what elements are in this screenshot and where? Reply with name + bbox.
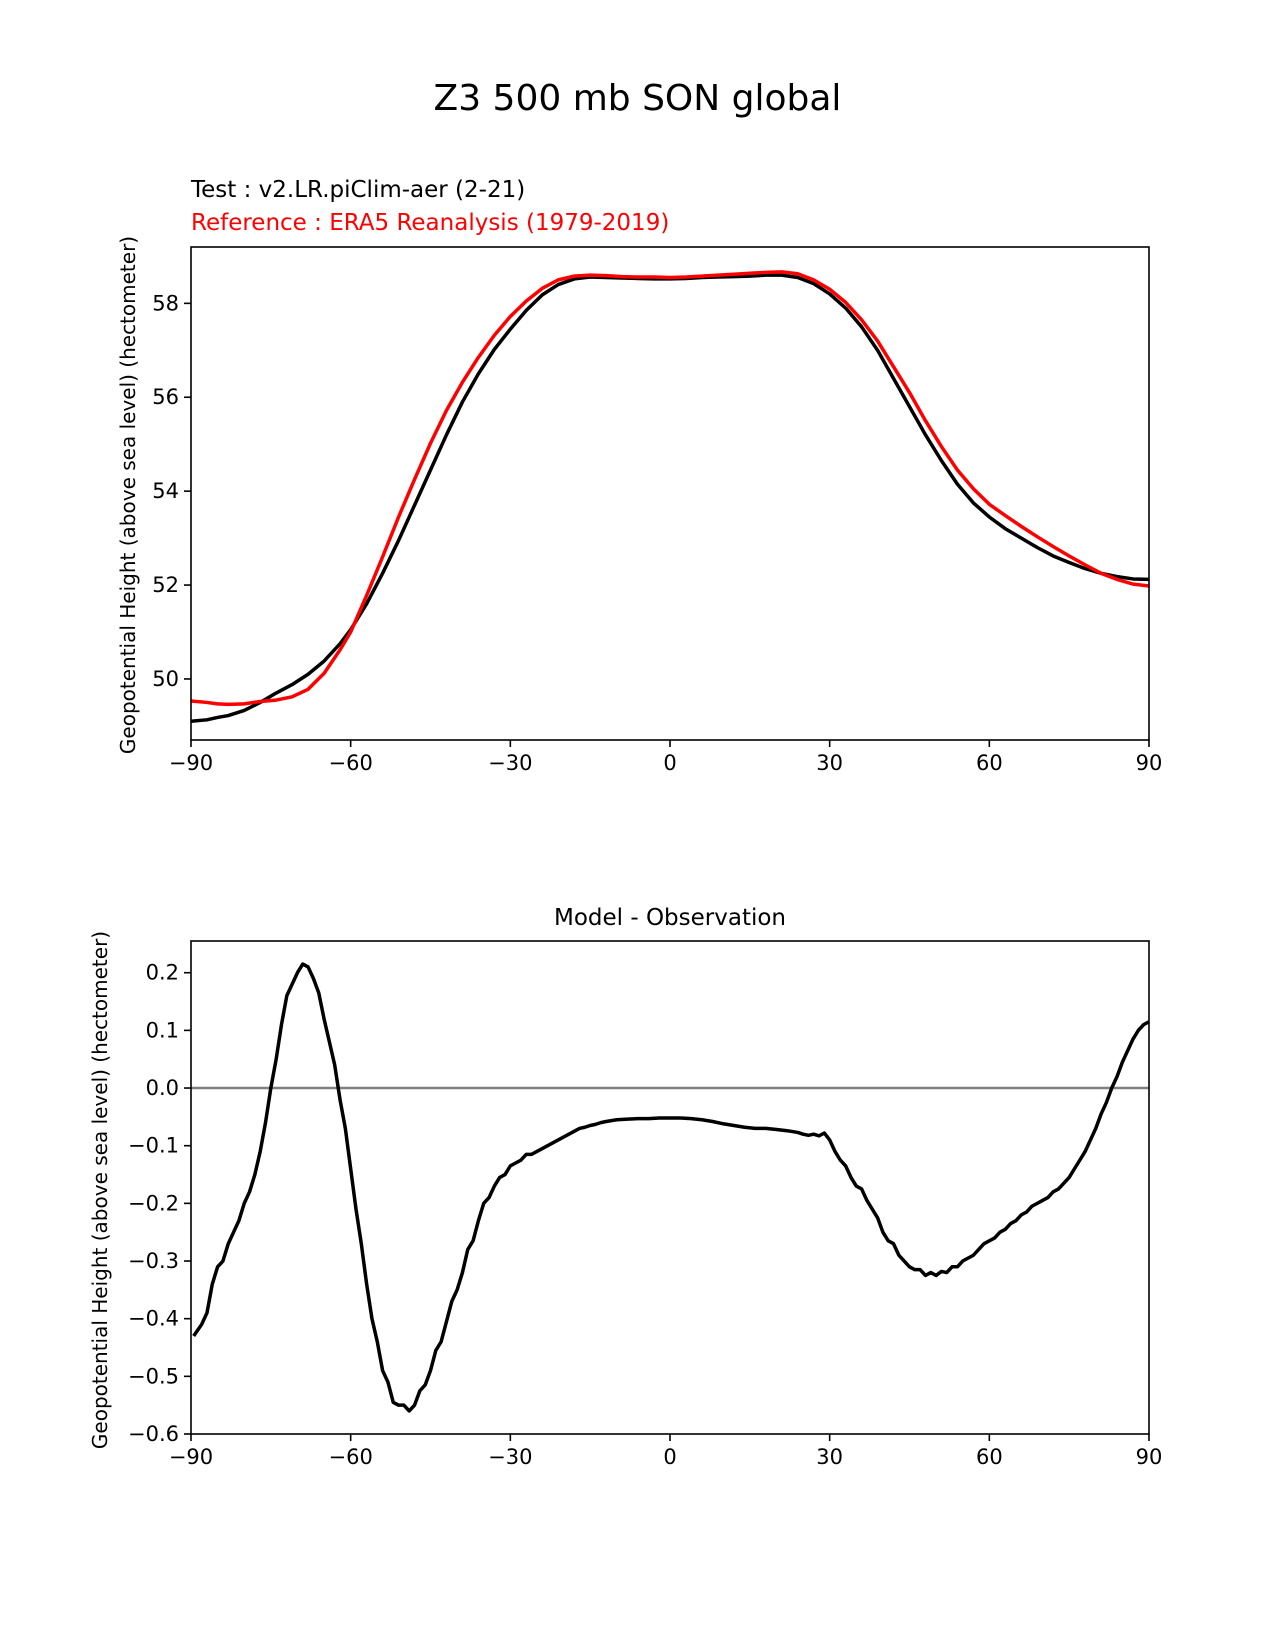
top-xtick-label: −60: [329, 751, 373, 775]
top-series-line-0: [190, 273, 1150, 723]
top-xtick-label: −30: [488, 751, 532, 775]
bottom-xtick-label: −60: [329, 1445, 373, 1469]
figure-title: Z3 500 mb SON global: [434, 78, 842, 119]
test-label: Test : v2.LR.piClim-aer (2-21): [190, 177, 525, 203]
top-ytick-label: 56: [152, 385, 179, 409]
bottom-ytick-label: 0.2: [146, 961, 179, 985]
top-xtick-label: −90: [169, 751, 213, 775]
bottom-title: Model - Observation: [554, 905, 786, 931]
top-xtick-label: 60: [976, 751, 1003, 775]
bottom-xtick-label: −30: [488, 1445, 532, 1469]
bottom-xtick-label: 60: [976, 1445, 1003, 1469]
top-axes-frame: [190, 246, 1150, 741]
bottom-panel: −90 −60 −30 0 30 60 90 0.2 0.1 0.0 −0.1 −0.2 −0.3 −0.…: [128, 940, 1163, 1469]
bottom-axes-frame: [190, 940, 1150, 1435]
bottom-ytick-label: −0.1: [128, 1134, 179, 1158]
bottom-xtick-label: 30: [816, 1445, 843, 1469]
bottom-ytick-label: −0.3: [128, 1249, 179, 1273]
top-series-line-1: [190, 270, 1150, 707]
top-xtick-label: 90: [1136, 751, 1163, 775]
bottom-ytick-label: −0.2: [128, 1191, 179, 1215]
top-xtick-label: 0: [663, 751, 676, 775]
top-ytick-label: 52: [152, 573, 179, 597]
bottom-series-line-0: [192, 962, 1150, 1413]
top-xtick-label: 30: [816, 751, 843, 775]
top-panel: −90 −60 −30 0 30 60 90 50 52 54 56 58: [152, 246, 1163, 775]
top-ytick-label: 58: [152, 291, 179, 315]
bottom-ytick-label: 0.0: [146, 1076, 179, 1100]
bottom-ytick-label: −0.6: [128, 1422, 179, 1446]
bottom-xtick-label: −90: [169, 1445, 213, 1469]
bottom-ytick-label: 0.1: [146, 1018, 179, 1042]
bottom-xtick-label: 90: [1136, 1445, 1163, 1469]
bottom-ytick-label: −0.4: [128, 1307, 179, 1331]
top-ytick-label: 54: [152, 479, 179, 503]
bottom-xtick-label: 0: [663, 1445, 676, 1469]
bottom-ytick-label: −0.5: [128, 1364, 179, 1388]
top-ylabel: Geopotential Height (above sea level) (h…: [116, 236, 140, 754]
reference-label: Reference : ERA5 Reanalysis (1979-2019): [191, 210, 669, 236]
bottom-ylabel: Geopotential Height (above sea level) (h…: [88, 931, 112, 1449]
top-ytick-label: 50: [152, 667, 179, 691]
